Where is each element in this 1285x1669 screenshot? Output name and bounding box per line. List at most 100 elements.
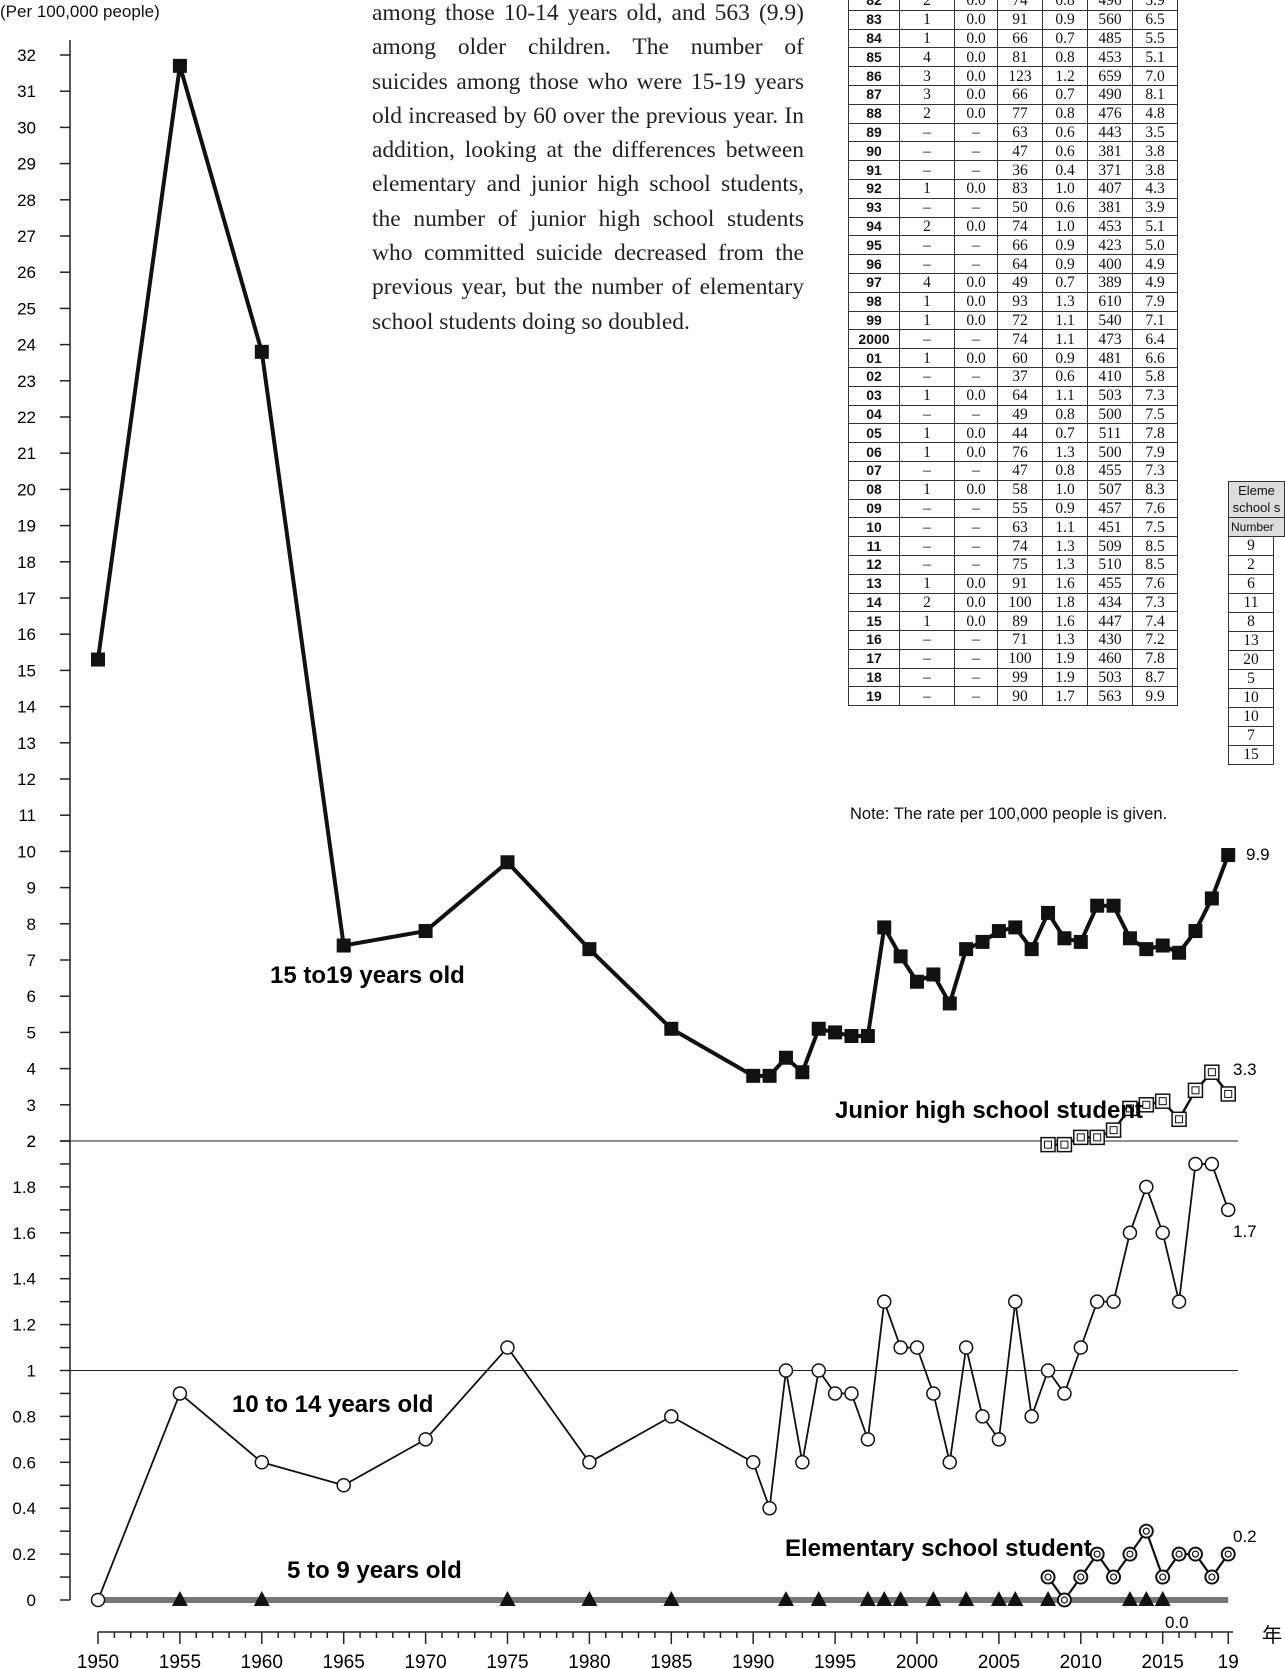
series-5-9-marker	[663, 1591, 680, 1606]
series-5-9-marker	[1040, 1591, 1057, 1606]
table-row: 05 1 0.0 44 0.7 511 7.8	[848, 423, 1178, 444]
table-cell: 511	[1087, 423, 1133, 444]
table-row: 19– –90 1.7 563 9.9	[848, 686, 1178, 707]
x-tick-label: 1980	[568, 1652, 610, 1669]
elementary-number-cell: 11	[1228, 594, 1274, 613]
series-junior-high-marker-inner	[1158, 1097, 1167, 1106]
table-cell: 0.0	[954, 573, 998, 594]
y-tick-label: 17	[17, 589, 36, 608]
series-10-14-point	[172, 1386, 188, 1401]
table-year-cell: 04	[848, 404, 900, 425]
table-cell: 0.0	[954, 592, 998, 613]
table-row: 90– –47 0.6 381 3.8	[848, 141, 1178, 162]
elementary-number-cell: 6	[1228, 575, 1274, 594]
series-elementary-point-inner	[1224, 1550, 1232, 1558]
series-15-19-marker	[1073, 934, 1088, 949]
series-5-9-marker	[810, 1591, 827, 1606]
y-tick-label: 32	[17, 46, 36, 65]
series-junior-high-marker-inner	[1175, 1115, 1184, 1124]
table-year-cell: 08	[848, 479, 900, 500]
series-elementary-point-inner	[1060, 1596, 1069, 1604]
table-cell: 89	[997, 611, 1043, 632]
series-10-14-point	[1057, 1386, 1072, 1401]
y-tick-label: 24	[17, 336, 36, 355]
y-tick-label: 8	[27, 915, 36, 934]
table-cell: 503	[1087, 385, 1133, 406]
series-10-14-point	[1008, 1294, 1023, 1309]
table-year-cell: 89	[848, 122, 900, 143]
series-15-19-marker	[1155, 938, 1170, 953]
elementary-number-cell: 20	[1228, 651, 1274, 670]
table-cell: 0.0	[954, 423, 998, 444]
table-cell: 1.3	[1042, 536, 1088, 556]
series-10-14-point	[795, 1455, 810, 1470]
table-cell: 7.3	[1132, 385, 1178, 406]
elementary-number-cell: 10	[1228, 689, 1274, 708]
series-10-14-point	[90, 1592, 106, 1608]
series-junior-high-marker-inner	[1109, 1126, 1118, 1135]
table-year-cell: 88	[848, 103, 900, 124]
elementary-number-cell: 7	[1228, 727, 1274, 746]
y-tick-label: 1.6	[12, 1224, 36, 1243]
table-row: 18– –99 1.9 503 8.7	[848, 667, 1178, 688]
table-cell: 443	[1087, 122, 1133, 143]
series-5-9-marker	[990, 1591, 1007, 1606]
series-junior-high-marker-inner	[1142, 1100, 1151, 1109]
series-elementary-point-inner	[1093, 1550, 1101, 1558]
table-row: 92 1 0.0 83 1.0 407 4.3	[848, 178, 1178, 199]
series-10-14-point	[975, 1409, 990, 1424]
table-year-cell: 17	[848, 648, 900, 669]
x-axis-unit: 年	[1262, 1624, 1282, 1647]
x-tick-label: 2015	[1142, 1652, 1184, 1669]
series-10-14-point	[827, 1386, 843, 1401]
elementary-sub-header: Number	[1228, 518, 1285, 537]
series-15-19-marker	[1008, 920, 1023, 935]
x-tick-label: 1985	[650, 1652, 692, 1669]
table-cell: 610	[1087, 291, 1133, 312]
series-junior-high-marker-inner	[1060, 1140, 1069, 1149]
table-cell: 453	[1087, 47, 1133, 68]
elementary-number-cell: 8	[1228, 613, 1274, 632]
table-row: 07– –47 0.8 455 7.3	[848, 460, 1178, 481]
table-cell: 0.4	[1042, 160, 1088, 180]
table-cell: 453	[1087, 216, 1133, 237]
y-tick-label: 16	[17, 625, 36, 644]
series-10-14-point	[926, 1386, 941, 1401]
table-row: 10– –63 1.1 451 7.5	[848, 517, 1178, 538]
table-cell: 447	[1087, 611, 1133, 632]
series-10-14-point	[1122, 1225, 1138, 1241]
series-5-9-marker	[958, 1591, 975, 1606]
table-cell: 1.0	[1042, 216, 1088, 237]
series-10-14-point	[664, 1409, 679, 1424]
series-15-19-marker	[910, 974, 924, 989]
series-10-14-point	[1040, 1363, 1056, 1378]
series-5-9-marker	[892, 1591, 909, 1606]
series-10-14-point	[860, 1432, 876, 1447]
elementary-number-cell: 5	[1228, 670, 1274, 689]
table-row: 08 1 0.0 58 1.0 507 8.3	[848, 479, 1178, 500]
y-tick-label: 14	[17, 698, 36, 717]
elementary-number-cell: 13	[1228, 632, 1274, 651]
series-10-14-point	[254, 1455, 270, 1470]
series-15-19-marker	[418, 924, 433, 939]
table-cell: 3.8	[1132, 160, 1178, 180]
series-label-15-19: 15 to19 years old	[270, 962, 465, 989]
elementary-number-cell: 10	[1228, 708, 1274, 727]
y-tick-label: 0	[27, 1591, 36, 1610]
y-tick-label: 30	[17, 118, 36, 137]
y-tick-label: 0.2	[12, 1545, 36, 1564]
table-cell: 7.5	[1132, 404, 1178, 425]
table-cell: 0.0	[954, 216, 998, 237]
series-15-19-marker	[1172, 945, 1187, 960]
y-tick-label: 5	[27, 1023, 36, 1042]
table-cell: 5.1	[1132, 216, 1178, 237]
series-10-14-point	[500, 1340, 515, 1355]
series-5-9-marker	[499, 1591, 516, 1606]
table-cell: 3.5	[1132, 122, 1178, 143]
series-5-9-marker	[581, 1591, 598, 1606]
series-elementary-point-inner	[1109, 1573, 1118, 1581]
series-elementary-point-inner	[1044, 1573, 1052, 1581]
table-cell: 7.3	[1132, 460, 1178, 481]
series-10-14-point	[778, 1363, 794, 1378]
x-tick-label: 1970	[404, 1652, 446, 1669]
